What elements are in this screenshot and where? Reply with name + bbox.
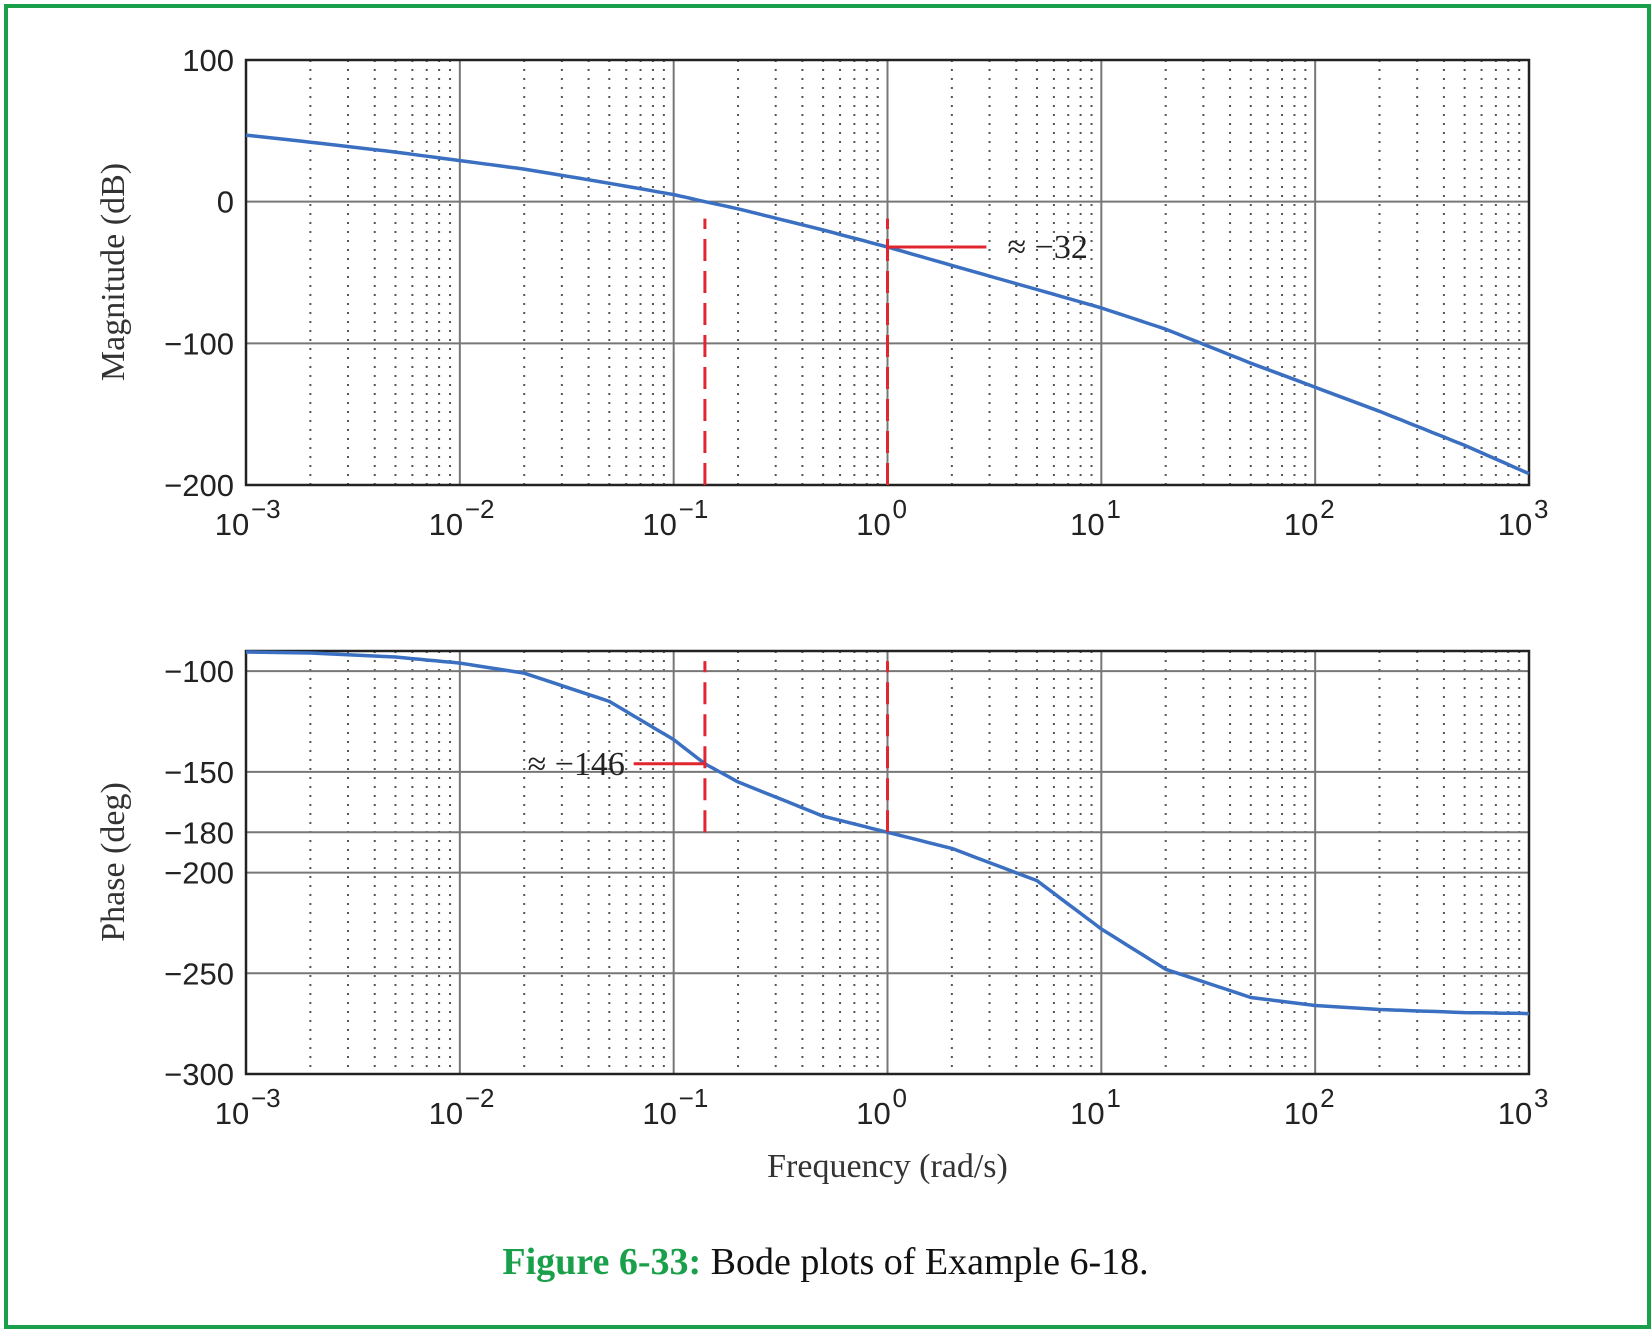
- x-tick-label: 10: [1498, 507, 1532, 542]
- x-tick-exponent: 2: [1320, 1083, 1334, 1113]
- y-tick-label: −180: [164, 815, 234, 850]
- y-tick-label: 100: [182, 43, 234, 78]
- series-line: [245, 133, 1530, 476]
- x-tick-exponent: 0: [893, 494, 907, 524]
- figure-caption: Figure 6-33: Bode plots of Example 6-18.: [0, 1240, 1651, 1284]
- y-tick-label: −100: [164, 654, 234, 689]
- y-tick-label: −100: [164, 326, 234, 361]
- x-tick-exponent: 1: [1106, 494, 1120, 524]
- x-tick-exponent: 3: [1534, 494, 1548, 524]
- x-tick-exponent: −1: [679, 1083, 709, 1113]
- y-tick-label: −300: [164, 1057, 234, 1092]
- x-tick-label: 10: [642, 507, 676, 542]
- x-tick-label: 10: [429, 507, 463, 542]
- y-tick-label: −250: [164, 956, 234, 991]
- x-tick-exponent: −3: [251, 494, 281, 524]
- x-tick-exponent: 2: [1320, 494, 1334, 524]
- value-annotation: ≈ −146: [528, 746, 625, 783]
- y-tick-label: −200: [164, 856, 234, 891]
- x-tick-label: 10: [215, 1096, 249, 1131]
- x-tick-label: 10: [856, 507, 890, 542]
- series-line: [245, 650, 1530, 1016]
- x-tick-exponent: 0: [893, 1083, 907, 1113]
- x-tick-exponent: −3: [251, 1083, 281, 1113]
- y-tick-label: −200: [164, 468, 234, 503]
- figure-frame: [4, 4, 1651, 1329]
- x-tick-label: 10: [1498, 1096, 1532, 1131]
- x-tick-exponent: 1: [1106, 1083, 1120, 1113]
- caption-label: Figure 6-33:: [502, 1241, 702, 1283]
- x-tick-label: 10: [429, 1096, 463, 1131]
- x-tick-label: 10: [1070, 507, 1104, 542]
- y-axis-label: Phase (deg): [95, 782, 132, 942]
- y-tick-label: 0: [217, 185, 234, 220]
- x-tick-label: 10: [642, 1096, 676, 1131]
- x-tick-exponent: −2: [465, 1083, 495, 1113]
- axes-box: [244, 649, 1531, 1076]
- x-tick-label: 10: [856, 1096, 890, 1131]
- y-axis-label: Magnitude (dB): [95, 163, 132, 381]
- x-tick-exponent: −1: [679, 494, 709, 524]
- x-tick-label: 10: [215, 507, 249, 542]
- caption-text: Bode plots of Example 6-18.: [701, 1241, 1149, 1283]
- x-tick-label: 10: [1284, 507, 1318, 542]
- y-tick-label: −150: [164, 755, 234, 790]
- x-tick-label: 10: [1070, 1096, 1104, 1131]
- value-annotation: ≈ −32: [1008, 229, 1088, 266]
- x-axis-label: Frequency (rad/s): [767, 1148, 1008, 1185]
- x-tick-label: 10: [1284, 1096, 1318, 1131]
- x-tick-exponent: 3: [1534, 1083, 1548, 1113]
- x-tick-exponent: −2: [465, 494, 495, 524]
